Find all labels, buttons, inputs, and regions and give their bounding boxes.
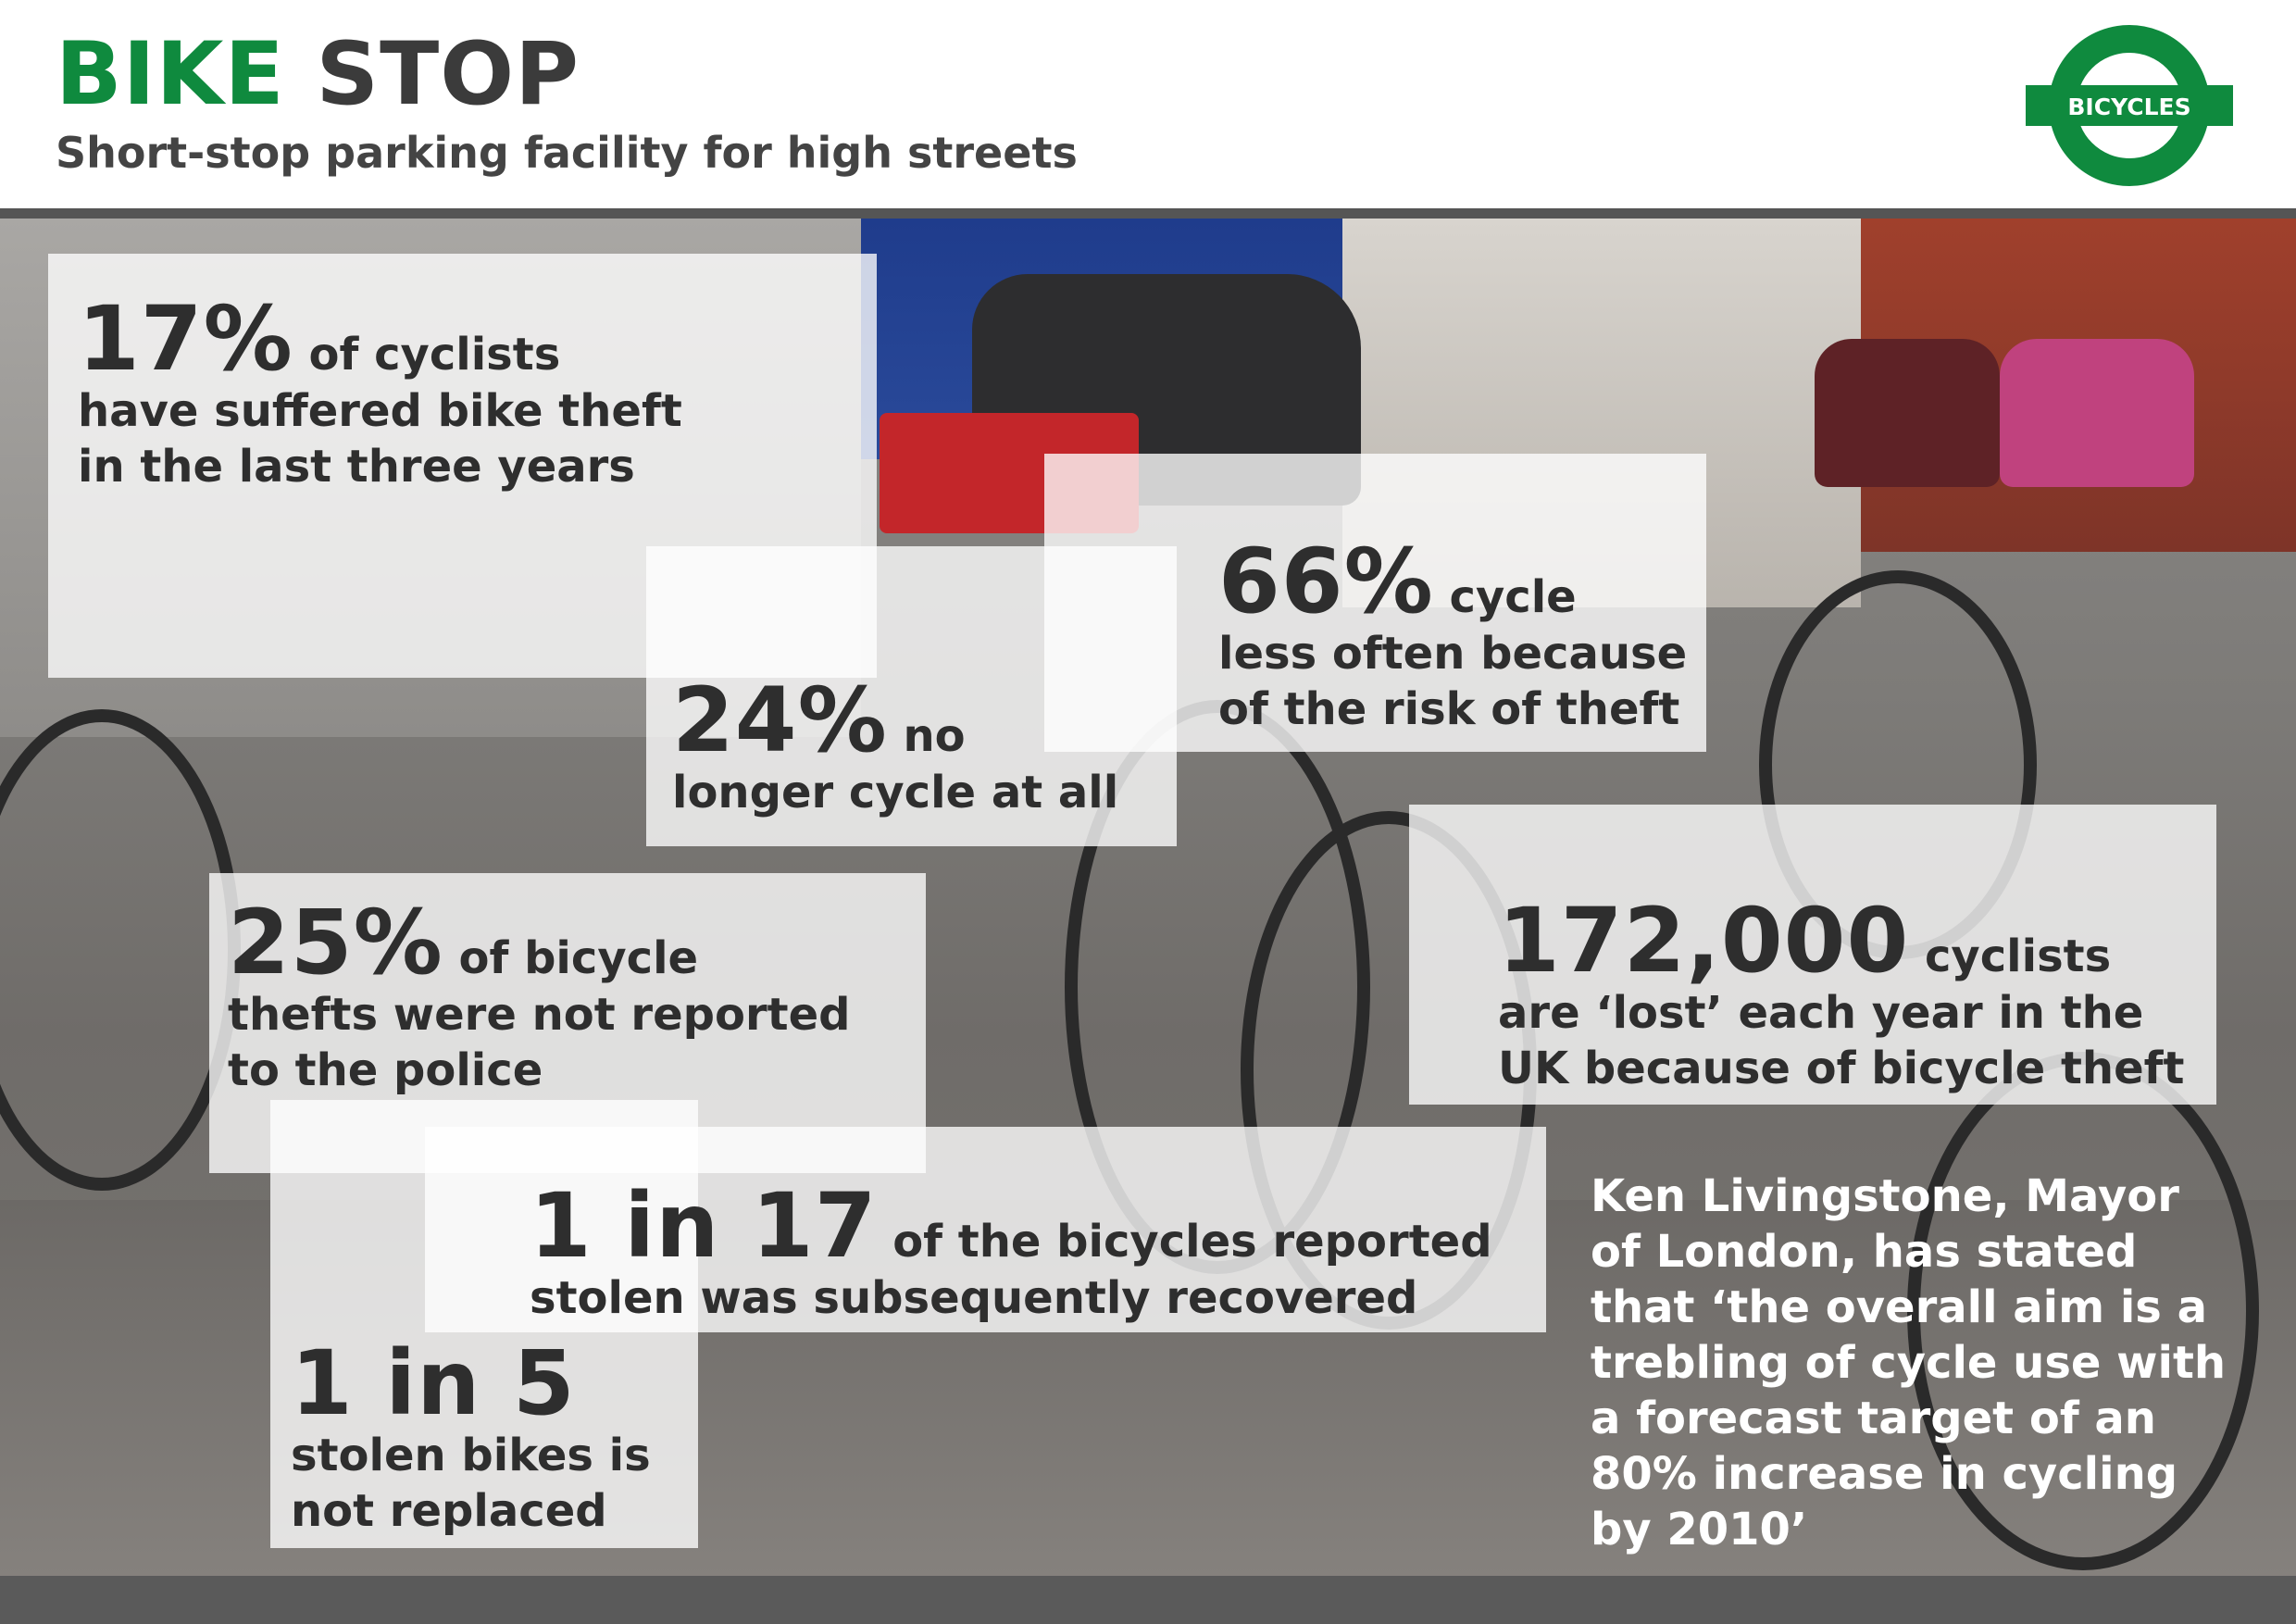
stat-25-percent: 25% of bicycle thefts were not reported to… (228, 891, 851, 1096)
stat-17-percent: 17% of cyclists have suffered bike theft i… (78, 287, 682, 493)
photo-dark-red-taxi (1815, 339, 2000, 487)
stat-box-1-in-17 (425, 1127, 1546, 1332)
footer-bar (0, 1576, 2296, 1624)
header-divider (0, 208, 2296, 219)
page-title: BIKE STOP (56, 31, 580, 119)
stat-1-in-17: 1 in 17 of the bicycles reported stolen w… (530, 1174, 1492, 1324)
mayor-quote: Ken Livingstone, Mayor of London, has sta… (1591, 1170, 2227, 1555)
stat-box-66-percent (1044, 454, 1706, 752)
title-stop: STOP (316, 24, 580, 125)
logo-text: BICYCLES (2067, 94, 2190, 120)
stat-172000: 172,000 cyclists are ‘lost’ each year in … (1498, 889, 2185, 1094)
stat-box-172000 (1409, 805, 2216, 1105)
stat-1-in-5: 1 in 5 stolen bikes is not replaced (291, 1331, 651, 1537)
title-bike: BIKE (56, 24, 285, 125)
photo-bicycle-wheel (0, 709, 241, 1191)
bicycles-roundel-logo: BICYCLES (2026, 25, 2233, 186)
stat-24-percent: 24% no longer cycle at all (672, 668, 1119, 818)
page-subtitle: Short-stop parking facility for high str… (56, 128, 1078, 178)
stat-66-percent: 66% cycle less often because of the risk o… (1218, 530, 1688, 735)
header: BIKE STOP Short-stop parking facility fo… (0, 0, 2296, 208)
photo-pink-taxi (2000, 339, 2194, 487)
